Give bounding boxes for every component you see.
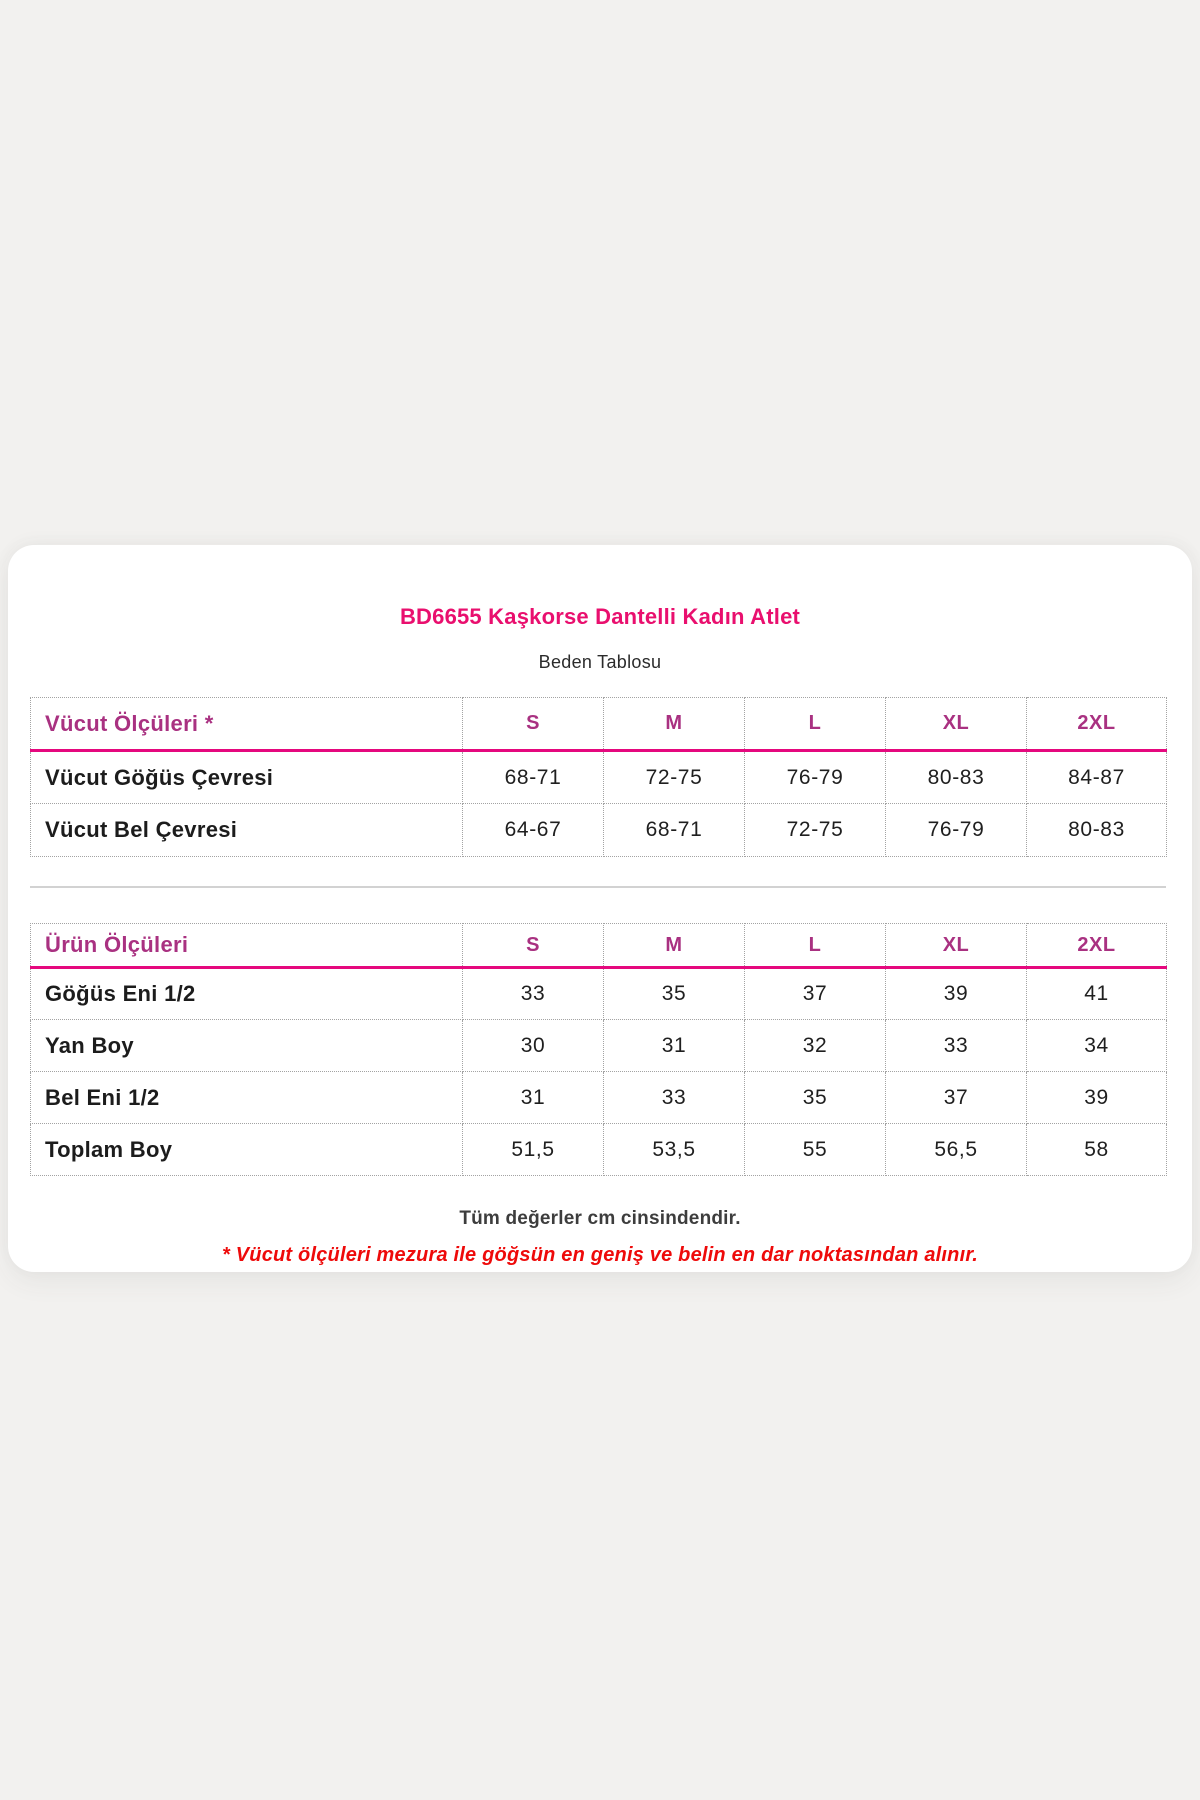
measurement-value: 84-87 <box>1026 750 1167 804</box>
table-row: Vücut Bel Çevresi 64-67 68-71 72-75 76-7… <box>30 803 1167 857</box>
measurement-value: 41 <box>1026 967 1167 1020</box>
measurement-value: 34 <box>1026 1019 1167 1072</box>
table-title-cell: Ürün Ölçüleri <box>30 923 463 969</box>
size-column-header: 2XL <box>1026 697 1167 752</box>
size-column-header: XL <box>885 923 1027 969</box>
measurement-value: 33 <box>462 967 604 1020</box>
size-column-header: M <box>603 697 745 752</box>
row-label: Göğüs Eni 1/2 <box>30 967 463 1020</box>
body-measurements-table: Vücut Ölçüleri * S M L XL 2XL Vücut Göğü… <box>30 697 1167 857</box>
size-column-header: S <box>462 923 604 969</box>
row-label: Vücut Göğüs Çevresi <box>30 750 463 804</box>
measurement-warning-note: * Vücut ölçüleri mezura ile göğsün en ge… <box>222 1244 978 1266</box>
measurement-value: 64-67 <box>462 803 604 857</box>
row-label: Vücut Bel Çevresi <box>30 803 463 857</box>
size-column-header: L <box>744 923 886 969</box>
row-label: Yan Boy <box>30 1019 463 1072</box>
measurement-value: 37 <box>744 967 886 1020</box>
measurement-value: 51,5 <box>462 1123 604 1176</box>
table-row: Göğüs Eni 1/2 33 35 37 39 41 <box>30 967 1167 1020</box>
size-column-header: XL <box>885 697 1027 752</box>
measurement-value: 68-71 <box>462 750 604 804</box>
measurement-value: 35 <box>744 1071 886 1124</box>
table-row: Yan Boy 30 31 32 33 34 <box>30 1019 1167 1072</box>
measurement-value: 31 <box>462 1071 604 1124</box>
size-column-header: S <box>462 697 604 752</box>
measurement-value: 72-75 <box>603 750 745 804</box>
table-row: Bel Eni 1/2 31 33 35 37 39 <box>30 1071 1167 1124</box>
measurement-value: 76-79 <box>885 803 1027 857</box>
table-header-row: Ürün Ölçüleri S M L XL 2XL <box>30 923 1167 969</box>
measurement-value: 56,5 <box>885 1123 1027 1176</box>
measurement-value: 33 <box>885 1019 1027 1072</box>
row-label: Toplam Boy <box>30 1123 463 1176</box>
measurement-value: 32 <box>744 1019 886 1072</box>
measurement-value: 31 <box>603 1019 745 1072</box>
size-column-header: 2XL <box>1026 923 1167 969</box>
measurement-value: 30 <box>462 1019 604 1072</box>
measurement-value: 80-83 <box>885 750 1027 804</box>
table-row: Vücut Göğüs Çevresi 68-71 72-75 76-79 80… <box>30 750 1167 804</box>
size-column-header: M <box>603 923 745 969</box>
measurement-value: 35 <box>603 967 745 1020</box>
table-title-cell: Vücut Ölçüleri * <box>30 697 463 752</box>
units-note: Tüm değerler cm cinsindendir. <box>459 1208 741 1229</box>
measurement-value: 37 <box>885 1071 1027 1124</box>
measurement-value: 39 <box>1026 1071 1167 1124</box>
table-row: Toplam Boy 51,5 53,5 55 56,5 58 <box>30 1123 1167 1176</box>
product-measurements-table: Ürün Ölçüleri S M L XL 2XL Göğüs Eni 1/2… <box>30 923 1167 1176</box>
product-title: BD6655 Kaşkorse Dantelli Kadın Atlet <box>399 604 801 629</box>
row-label: Bel Eni 1/2 <box>30 1071 463 1124</box>
measurement-value: 39 <box>885 967 1027 1020</box>
table-header-row: Vücut Ölçüleri * S M L XL 2XL <box>30 697 1167 752</box>
measurement-value: 80-83 <box>1026 803 1167 857</box>
size-chart-card: BD6655 Kaşkorse Dantelli Kadın Atlet Bed… <box>8 545 1192 1272</box>
measurement-value: 76-79 <box>744 750 886 804</box>
size-column-header: L <box>744 697 886 752</box>
measurement-value: 53,5 <box>603 1123 745 1176</box>
measurement-value: 33 <box>603 1071 745 1124</box>
table-divider <box>30 886 1166 888</box>
measurement-value: 72-75 <box>744 803 886 857</box>
measurement-value: 68-71 <box>603 803 745 857</box>
measurement-value: 58 <box>1026 1123 1167 1176</box>
measurement-value: 55 <box>744 1123 886 1176</box>
size-chart-subtitle: Beden Tablosu <box>538 652 662 672</box>
